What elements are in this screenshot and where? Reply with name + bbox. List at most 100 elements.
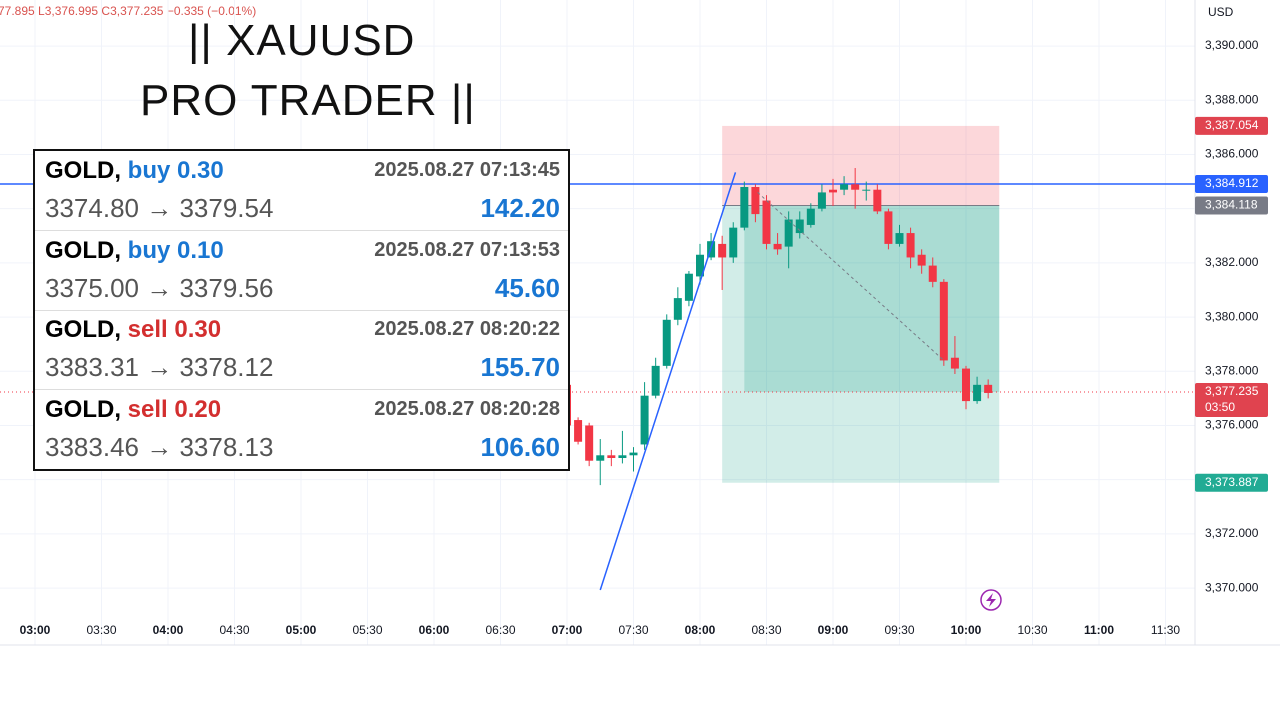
x-tick-label: 05:30 xyxy=(352,623,382,637)
trade-header: GOLD, buy 0.10 xyxy=(45,237,224,265)
candle-body xyxy=(673,298,682,320)
x-tick-label: 08:00 xyxy=(685,623,716,637)
candle-body xyxy=(729,227,738,258)
candle-body xyxy=(618,455,627,459)
candle-body xyxy=(962,368,970,402)
trade-prices: 3374.80 → 3379.54 xyxy=(45,193,273,224)
y-tick-label: 3,388.000 xyxy=(1205,92,1259,106)
x-tick-label: 10:00 xyxy=(951,623,982,637)
candle-body xyxy=(984,384,993,393)
trade-header: GOLD, sell 0.30 xyxy=(45,316,221,344)
trade-symbol: GOLD, xyxy=(45,157,121,184)
candle-body xyxy=(917,254,926,266)
trade-prices: 3375.00 → 3379.56 xyxy=(45,273,273,304)
x-tick-label: 04:30 xyxy=(219,623,249,637)
trade-profit: 45.60 xyxy=(494,272,560,303)
candle-body xyxy=(895,233,904,244)
candle-body xyxy=(906,233,915,258)
trade-open: 3374.80 xyxy=(45,193,139,223)
trade-row: GOLD, buy 0.10 2025.08.27 07:13:53 3375.00… xyxy=(35,231,568,311)
candle-body xyxy=(596,455,605,461)
trade-arrow: → xyxy=(146,352,173,382)
y-tick-label: 3,378.000 xyxy=(1205,363,1259,377)
candle-body xyxy=(939,281,948,361)
trade-row: GOLD, buy 0.30 2025.08.27 07:13:45 3374.80… xyxy=(35,151,568,231)
trade-close: 3378.13 xyxy=(179,431,274,462)
trade-arrow: → xyxy=(146,193,173,223)
trade-side: sell xyxy=(127,316,168,343)
x-tick-label: 03:30 xyxy=(86,623,116,637)
price-tag xyxy=(1195,196,1268,215)
candle-body xyxy=(851,184,860,190)
x-tick-label: 06:30 xyxy=(485,623,515,637)
trade-time: 2025.08.27 08:20:28 xyxy=(374,397,560,420)
x-tick-label: 05:00 xyxy=(286,623,317,637)
target-zone xyxy=(722,205,1000,483)
trade-time: 2025.08.27 07:13:53 xyxy=(374,238,560,261)
candle-body xyxy=(817,192,826,209)
trade-symbol: GOLD, xyxy=(45,236,121,264)
trade-time: 2025.08.27 08:20:22 xyxy=(374,318,560,340)
overlay-title: || XAUUSD xyxy=(188,16,416,65)
trade-prices: 3383.31 → 3378.12 xyxy=(45,352,273,383)
candle-body xyxy=(884,211,893,244)
price-tag-label: 3,377.235 xyxy=(1205,384,1259,398)
trade-symbol: GOLD, xyxy=(45,395,121,423)
price-tag xyxy=(1195,116,1268,135)
candle-body xyxy=(829,189,837,193)
overlay-title: PRO TRADER || xyxy=(140,76,476,125)
realized-zone xyxy=(744,205,1000,393)
stop-zone xyxy=(722,125,1000,206)
trade-close: 3379.56 xyxy=(179,272,274,303)
trade-close: 3378.12 xyxy=(179,352,274,382)
candle-body xyxy=(640,395,649,445)
candle-body xyxy=(607,455,616,459)
y-tick-label: 3,386.000 xyxy=(1205,147,1259,161)
trade-profit: 155.70 xyxy=(480,352,560,382)
trade-arrow: → xyxy=(146,431,173,462)
trade-arrow: → xyxy=(146,272,173,303)
y-tick-label: 3,376.000 xyxy=(1205,418,1259,432)
trade-volume: 0.10 xyxy=(177,236,224,264)
candle-body xyxy=(806,208,815,225)
candle-body xyxy=(684,273,693,301)
x-tick-label: 08:30 xyxy=(751,623,781,637)
trade-open: 3375.00 xyxy=(45,272,139,303)
candle-body xyxy=(773,243,782,250)
candle-body xyxy=(928,265,937,282)
price-tag-label: 3,387.054 xyxy=(1205,118,1259,132)
alert-icon-bolt xyxy=(986,593,996,607)
trade-profit: 106.60 xyxy=(480,431,560,462)
price-tag-label: 3,384.912 xyxy=(1205,176,1259,190)
x-tick-label: 11:30 xyxy=(1151,623,1180,637)
y-tick-label: 3,380.000 xyxy=(1205,309,1259,323)
x-tick-label: 09:00 xyxy=(818,623,849,637)
candle-body xyxy=(740,186,749,228)
trend-line xyxy=(599,172,737,591)
x-tick-label: 10:30 xyxy=(1017,623,1047,637)
candle-body xyxy=(784,219,793,247)
trade-prices: 3383.46 → 3378.13 xyxy=(45,432,273,463)
candle-body xyxy=(718,243,727,258)
trade-time: 2025.08.27 07:13:45 xyxy=(374,159,560,181)
x-tick-label: 06:00 xyxy=(419,623,450,637)
candle-body xyxy=(629,452,638,456)
trade-close: 3379.54 xyxy=(179,193,274,223)
trade-volume: 0.30 xyxy=(174,316,222,343)
x-tick-label: 09:30 xyxy=(884,623,914,637)
trade-open: 3383.46 xyxy=(45,431,139,462)
ohlc-header: 77.895 L3,376.995 C3,377.235 −0.335 (−0.… xyxy=(0,4,256,18)
price-tag-sublabel: 03:50 xyxy=(1205,400,1235,414)
candle-body xyxy=(696,254,704,277)
trade-header: GOLD, buy 0.30 xyxy=(45,157,224,185)
price-tag xyxy=(1195,174,1268,193)
y-tick-label: 3,372.000 xyxy=(1205,526,1259,540)
candle-body xyxy=(862,189,871,191)
y-tick-label: 3,382.000 xyxy=(1205,255,1259,269)
x-tick-label: 04:00 xyxy=(153,623,184,637)
trade-profit: 142.20 xyxy=(480,193,560,223)
trades-panel: GOLD, buy 0.30 2025.08.27 07:13:45 3374.80… xyxy=(33,149,570,471)
y-tick-label: 3,370.000 xyxy=(1205,580,1259,594)
price-tag-label: 3,373.887 xyxy=(1205,475,1259,489)
